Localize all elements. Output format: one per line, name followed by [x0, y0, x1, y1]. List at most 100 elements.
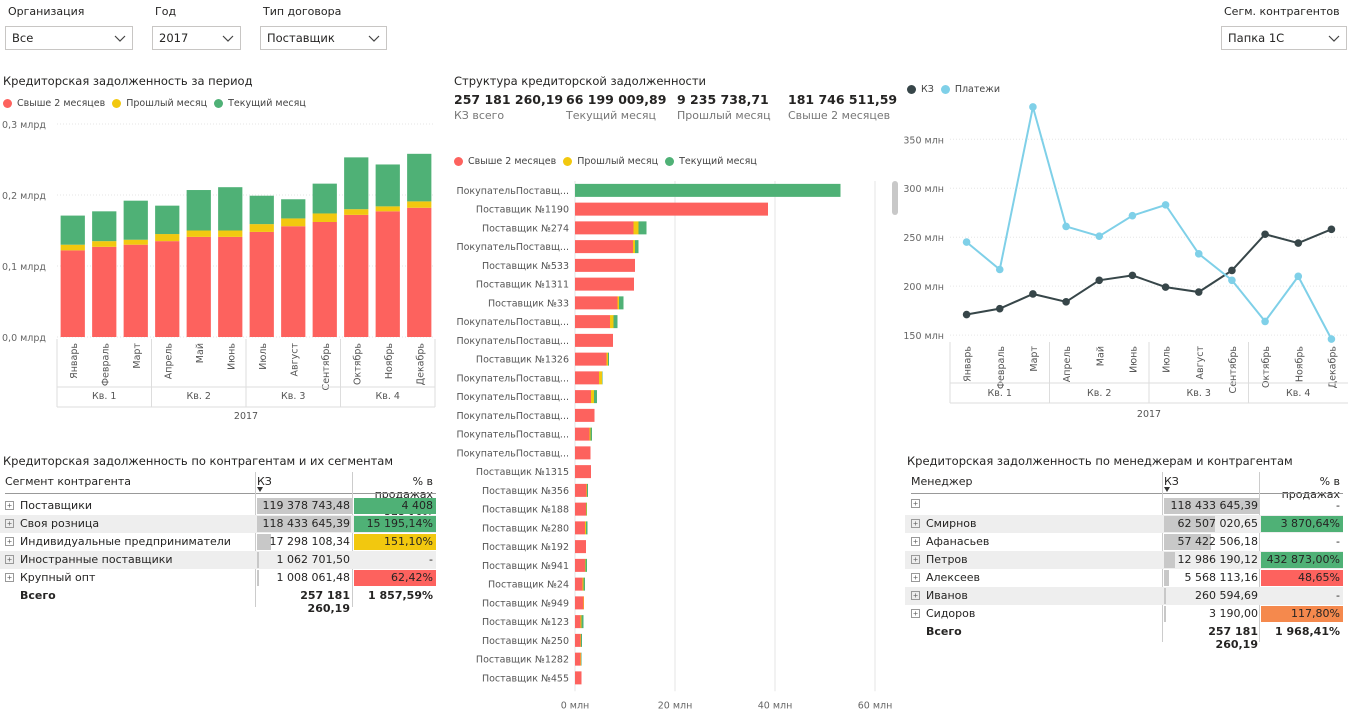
managers-table-title: Кредиторская задолженность по менеджерам…	[907, 454, 1293, 468]
legend-last-dot	[563, 157, 573, 166]
category-label: Поставщик №250	[482, 636, 569, 647]
manager-row[interactable]: + Петров 12 986 190,12 432 873,00%	[905, 551, 1343, 569]
category-label: Поставщик №274	[482, 223, 569, 234]
segment-row[interactable]: + Поставщики 119 378 743,48 4 408 373,10%	[0, 497, 436, 525]
expand-plus-icon[interactable]: +	[5, 555, 14, 564]
structure-scrollbar-thumb[interactable]	[892, 181, 898, 215]
bar-segment	[407, 153, 432, 202]
slicer-segment-dropdown[interactable]: Папка 1С	[1221, 26, 1347, 50]
bar-segment	[638, 221, 647, 235]
year-label: 2017	[1137, 409, 1161, 420]
manager-row-label: + Алексеев	[911, 571, 980, 584]
manager-kz-cell: 12 986 190,12	[1164, 552, 1260, 568]
category-label: Поставщик №949	[482, 598, 569, 609]
segment-row-label: + Поставщики	[5, 499, 92, 512]
x-tick-label: Декабрь	[1327, 346, 1338, 389]
manager-header-pct[interactable]: % в продажах	[1281, 475, 1340, 501]
bar-segment	[92, 241, 117, 247]
y-tick-label: 0,1 млрд	[2, 262, 46, 273]
manager-kz-value: 57 422 506,18	[1177, 535, 1258, 548]
slicer-year-dropdown[interactable]: 2017	[152, 26, 241, 50]
manager-row[interactable]: +118 433 645,39 -	[905, 497, 1343, 515]
x-tick-label: Декабрь	[415, 343, 426, 386]
data-point	[1228, 266, 1236, 275]
line-chart-legend: КЗ Платежи	[907, 84, 1000, 95]
bar-segment	[633, 240, 635, 254]
category-label: Поставщик №455	[482, 673, 569, 684]
data-point	[1062, 222, 1070, 231]
structure-bar-chart: 0 млн 20 млн 40 млн 60 млн ПокупательПоставщ…	[456, 181, 893, 711]
data-point	[1261, 317, 1269, 326]
manager-row[interactable]: + Сидоров 3 190,00 117,80%	[905, 605, 1343, 623]
category-label: Поставщик №24	[488, 580, 569, 591]
slicer-org-dropdown[interactable]: Все	[5, 26, 133, 50]
legend-over2-dot	[3, 99, 12, 108]
category-label: Поставщик №1190	[476, 205, 569, 216]
bar-segment	[586, 521, 588, 535]
expand-plus-icon[interactable]: +	[911, 591, 920, 600]
bar-segment	[249, 224, 274, 232]
manager-row[interactable]: + Иванов 260 594,69 -	[905, 587, 1343, 605]
segment-row[interactable]: + Индивидуальные предприниматели 17 298 10…	[0, 533, 436, 551]
bar-segment	[218, 187, 243, 231]
manager-row[interactable]: + Алексеев 5 568 113,16 48,65%	[905, 569, 1343, 587]
slicer-contract-dropdown[interactable]: Поставщик	[260, 26, 387, 50]
segment-header-pct[interactable]: % в продажах	[374, 475, 433, 501]
bar-segment	[608, 352, 609, 366]
slicer-org-value: Все	[12, 31, 34, 45]
data-point	[995, 304, 1004, 313]
segment-row-name: Индивидуальные предприниматели	[20, 535, 231, 548]
bar-segment	[218, 236, 243, 337]
manager-row-name: Смирнов	[926, 517, 977, 530]
segment-row-label: + Иностранные поставщики	[5, 553, 173, 566]
bar-segment	[155, 205, 180, 235]
x-tick-label: Май	[195, 343, 206, 363]
x-tick-label: Апрель	[163, 343, 174, 380]
segment-header-name[interactable]: Сегмент контрагента	[5, 475, 131, 488]
manager-row[interactable]: + Смирнов 62 507 020,65 3 870,64%	[905, 515, 1343, 533]
segment-row[interactable]: + Своя розница 118 433 645,39 15 195,14%	[0, 515, 436, 533]
segment-header-kz[interactable]: КЗ	[257, 475, 272, 488]
period-stacked-column-chart: 0,0 млрд 0,1 млрд 0,2 млрд 0,3 млрд Январь Фе…	[2, 120, 436, 422]
bar-segment	[312, 213, 337, 222]
expand-plus-icon[interactable]: +	[5, 537, 14, 546]
data-point	[1095, 232, 1104, 241]
expand-plus-icon[interactable]: +	[911, 499, 920, 508]
manager-row[interactable]: + Афанасьев 57 422 506,18 -	[905, 533, 1343, 551]
x-tick-label: Июль	[1162, 346, 1173, 373]
segment-row[interactable]: + Иностранные поставщики 1 062 701,50 -	[0, 551, 436, 569]
bar-segment	[60, 250, 85, 337]
segment-pct-value: 15 195,14%	[354, 516, 436, 532]
bar-segment	[281, 218, 306, 227]
bar-segment	[375, 164, 400, 207]
x-tick-label: 60 млн	[858, 700, 893, 711]
expand-plus-icon[interactable]: +	[5, 501, 14, 510]
y-tick-label: 200 млн	[903, 282, 944, 293]
expand-plus-icon[interactable]: +	[911, 573, 920, 582]
data-point	[1294, 272, 1303, 281]
chevron-down-icon	[114, 35, 126, 42]
bar-segment	[92, 246, 117, 337]
segments-table-title: Кредиторская задолженность по контрагент…	[3, 454, 394, 468]
manager-row-name: Петров	[926, 553, 968, 566]
manager-header-kz[interactable]: КЗ	[1164, 475, 1179, 488]
segment-row[interactable]: + Крупный опт 1 008 061,48 62,42%	[0, 569, 436, 587]
bar-segment	[575, 315, 610, 329]
bar-segment	[186, 230, 211, 237]
expand-plus-icon[interactable]: +	[911, 609, 920, 618]
category-label: Поставщик №123	[482, 617, 569, 628]
expand-plus-icon[interactable]: +	[911, 537, 920, 546]
expand-plus-icon[interactable]: +	[5, 519, 14, 528]
bar-segment	[602, 371, 603, 385]
header-divider	[5, 493, 436, 494]
bar-segment	[580, 633, 581, 647]
expand-plus-icon[interactable]: +	[911, 519, 920, 528]
manager-total-pct: 1 968,41%	[1275, 625, 1340, 638]
x-tick-label: Август	[289, 343, 300, 377]
data-point	[1029, 103, 1037, 111]
bar-segment	[575, 296, 618, 310]
bar-segment	[249, 231, 274, 337]
expand-plus-icon[interactable]: +	[911, 555, 920, 564]
manager-header-name[interactable]: Менеджер	[911, 475, 973, 488]
expand-plus-icon[interactable]: +	[5, 573, 14, 582]
